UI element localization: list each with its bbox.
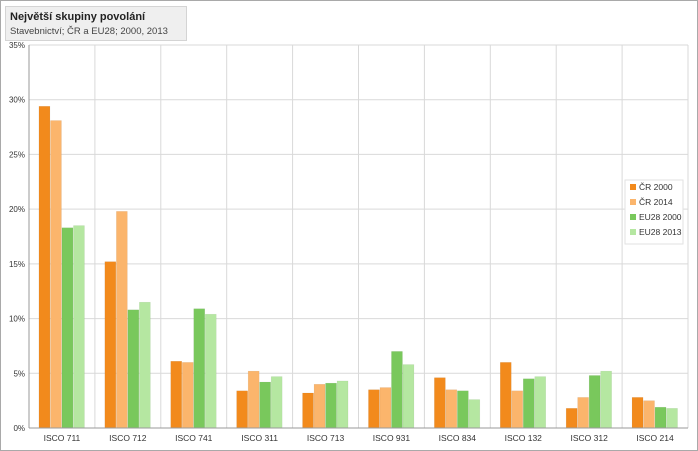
legend-label: ČR 2014 <box>639 197 673 207</box>
bar <box>116 211 128 429</box>
bar <box>61 227 74 429</box>
legend-swatch <box>630 184 636 190</box>
bar <box>325 382 337 429</box>
bar <box>434 377 446 429</box>
legend-swatch <box>630 229 636 235</box>
bar <box>38 106 51 429</box>
bar <box>457 390 469 429</box>
bars <box>38 106 678 429</box>
bar <box>104 261 117 429</box>
bar <box>445 389 458 429</box>
bar <box>666 408 678 429</box>
x-tick-label: ISCO 312 <box>570 433 608 443</box>
bar <box>631 397 644 429</box>
y-tick-label: 10% <box>9 315 25 324</box>
x-tick-label: ISCO 711 <box>44 433 81 443</box>
bar <box>139 301 151 429</box>
title-box: Největší skupiny povolání Stavebnictví; … <box>5 6 187 41</box>
x-tick-label: ISCO 132 <box>505 433 543 443</box>
bar <box>534 376 546 429</box>
x-tick-label: ISCO 741 <box>175 433 213 443</box>
x-tick-label: ISCO 311 <box>241 433 278 443</box>
x-tick-label: ISCO 713 <box>307 433 345 443</box>
bar <box>523 378 535 429</box>
legend-label: EU28 2013 <box>639 227 682 237</box>
y-tick-label: 35% <box>9 41 25 50</box>
bar <box>654 406 667 429</box>
bar <box>259 381 271 429</box>
bar <box>313 383 326 429</box>
bar <box>336 380 349 429</box>
y-tick-label: 20% <box>9 205 25 214</box>
x-tick-label: ISCO 214 <box>636 433 674 443</box>
chart-subtitle: Stavebnictví; ČR a EU28; 2000, 2013 <box>10 26 168 37</box>
bar <box>577 397 589 429</box>
chart-title: Největší skupiny povolání <box>10 11 146 23</box>
bar <box>600 370 612 429</box>
legend-swatch <box>630 214 636 220</box>
x-tick-label: ISCO 931 <box>373 433 411 443</box>
x-tick-label: ISCO 834 <box>439 433 477 443</box>
y-axis: 0% 5% 10% 15% 20% 25% 30% 35% <box>9 41 30 433</box>
x-axis: ISCO 711 ISCO 712 ISCO 741 ISCO 311 ISCO 713… <box>29 427 688 443</box>
bar <box>205 313 217 429</box>
bar <box>170 360 182 429</box>
y-tick-label: 25% <box>9 150 25 159</box>
bar <box>182 362 194 429</box>
bar <box>247 370 260 429</box>
bar <box>391 351 403 429</box>
bar <box>73 225 85 429</box>
bar <box>302 392 314 429</box>
y-tick-label: 30% <box>9 96 25 105</box>
legend-label: EU28 2000 <box>639 212 682 222</box>
bar <box>511 390 523 429</box>
y-tick-label: 5% <box>13 369 25 378</box>
legend-label: ČR 2000 <box>639 182 673 192</box>
bar <box>270 376 283 429</box>
bar <box>50 120 62 429</box>
y-tick-label: 15% <box>9 260 25 269</box>
bar <box>379 387 392 429</box>
bar <box>368 389 380 429</box>
bar <box>500 362 512 429</box>
bar <box>565 408 578 429</box>
bar <box>643 400 655 429</box>
bar <box>468 399 481 429</box>
legend-swatch <box>630 199 636 205</box>
bar <box>127 309 140 429</box>
bar <box>588 375 601 429</box>
legend: ČR 2000 ČR 2014 EU28 2000 EU28 2013 <box>624 179 684 245</box>
x-tick-label: ISCO 712 <box>109 433 147 443</box>
bar <box>236 390 248 429</box>
y-tick-label: 0% <box>13 424 25 433</box>
bar <box>193 308 205 429</box>
bar <box>402 364 415 429</box>
